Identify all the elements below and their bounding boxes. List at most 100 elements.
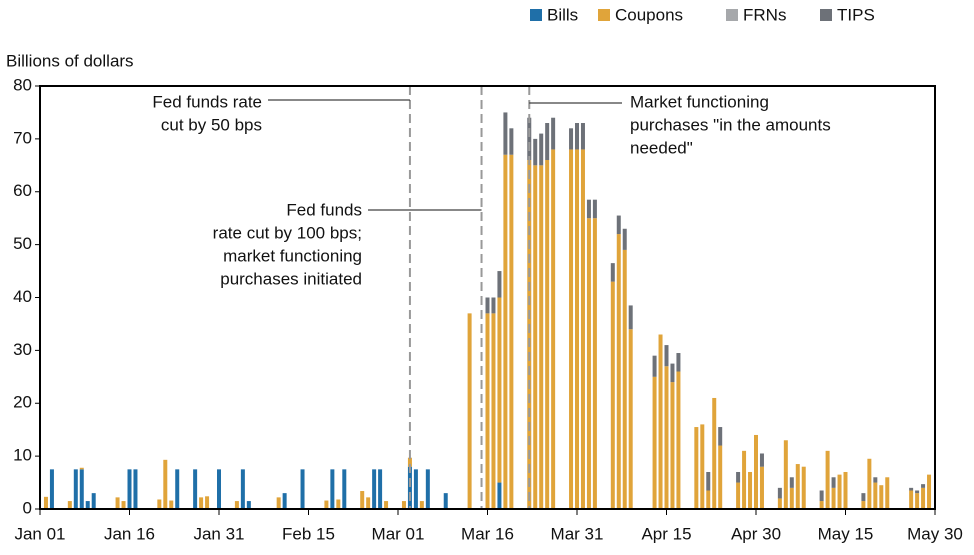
y-tick-label: 0 — [23, 498, 32, 517]
bar-segment — [545, 123, 550, 161]
bar-segment — [342, 469, 347, 509]
bar-segment — [921, 487, 926, 509]
bar-segment — [246, 501, 251, 509]
x-tick-label: Mar 01 — [372, 524, 425, 543]
bar-segment — [509, 154, 514, 510]
bar-segment — [712, 397, 717, 509]
bar-segment — [706, 471, 711, 491]
annotation-text: Market functioning — [630, 92, 769, 111]
bar-segment — [837, 474, 842, 509]
bar-segment — [586, 199, 591, 219]
x-tick-label: Jan 01 — [14, 524, 65, 543]
annotation-text: cut by 50 bps — [161, 115, 262, 134]
bar-segment — [676, 371, 681, 509]
bar-segment — [777, 498, 782, 509]
legend-label: FRNs — [743, 5, 786, 24]
bar-segment — [485, 297, 490, 314]
bar-segment — [133, 469, 138, 509]
bar-segment — [622, 249, 627, 509]
bar-segment — [759, 453, 764, 467]
bar-segment — [592, 199, 597, 219]
bar-segment — [425, 469, 430, 509]
bar-segment — [580, 149, 585, 509]
bar-segment — [163, 459, 168, 509]
bar-segment — [831, 487, 836, 509]
y-tick-label: 40 — [13, 287, 32, 306]
annotation-text: Fed funds rate — [152, 92, 262, 111]
bar-segment — [330, 469, 335, 509]
bar-segment — [157, 499, 162, 509]
bar-segment — [652, 355, 657, 377]
x-tick-label: Jan 16 — [104, 524, 155, 543]
bar-segment — [85, 501, 90, 509]
bar-segment — [569, 149, 574, 509]
bar-segment — [43, 496, 48, 509]
bar-segment — [366, 497, 371, 509]
bar-segment — [915, 490, 920, 494]
bar-segment — [73, 469, 78, 509]
bar-segment — [927, 474, 932, 509]
bar-segment — [509, 128, 514, 155]
bar-segment — [485, 313, 490, 509]
y-tick-label: 80 — [13, 75, 32, 94]
x-tick-label: Mar 16 — [461, 524, 514, 543]
bar-segment — [300, 469, 305, 509]
bar-segment — [533, 138, 538, 166]
legend-label: Bills — [547, 5, 578, 24]
bar-segment — [742, 450, 747, 509]
bar-segment — [909, 490, 914, 509]
bar-segment — [783, 440, 788, 509]
legend-label: TIPS — [837, 5, 875, 24]
plot-frame — [39, 85, 936, 510]
y-tick-label: 30 — [13, 340, 32, 359]
x-tick-label: May 30 — [907, 524, 963, 543]
y-axis-label: Billions of dollars — [6, 51, 134, 70]
y-tick-label: 60 — [13, 181, 32, 200]
bar-segment — [819, 501, 824, 509]
bar-segment — [193, 469, 198, 509]
bar-segment — [539, 165, 544, 509]
x-tick-label: Jan 31 — [193, 524, 244, 543]
bar-segment — [372, 469, 377, 509]
bar-segment — [378, 469, 383, 509]
bar-segment — [527, 160, 532, 509]
bar-segment — [622, 228, 627, 250]
bar-segment — [491, 297, 496, 314]
bar-segment — [885, 477, 890, 509]
bar-segment — [616, 215, 621, 235]
bar-segment — [282, 493, 287, 509]
bar-segment — [754, 434, 758, 509]
bar-segment — [503, 112, 508, 155]
bar-segment — [91, 493, 96, 509]
bar-segment — [205, 496, 210, 509]
bar-segment — [706, 490, 711, 509]
bar-segment — [789, 487, 794, 509]
x-tick-label: May 15 — [818, 524, 874, 543]
bar-segment — [503, 154, 508, 510]
annotation-text: market functioning — [223, 246, 362, 265]
bar-segment — [497, 482, 502, 509]
bar-segment — [909, 487, 914, 491]
bar-segment — [843, 471, 848, 509]
bar-segment — [867, 458, 872, 509]
x-tick-label: Apr 30 — [731, 524, 781, 543]
bar-segment — [467, 313, 472, 509]
bar-segment — [413, 469, 418, 509]
bar-segment — [795, 464, 800, 509]
bar-segment — [736, 482, 741, 509]
annotation-text: rate cut by 100 bps; — [213, 223, 362, 242]
bar-segment — [336, 499, 341, 509]
bar-segment — [127, 469, 132, 509]
bar-segment — [819, 490, 824, 502]
bar-segment — [419, 501, 424, 509]
bar-segment — [718, 445, 723, 509]
bar-segment — [384, 501, 389, 509]
bar-segment — [586, 218, 591, 509]
bar-segment — [580, 123, 585, 150]
bar-segment — [921, 484, 926, 488]
bar-segment — [575, 123, 579, 150]
bar-segment — [407, 457, 412, 467]
bar-segment — [217, 469, 221, 509]
bar-segment — [670, 363, 675, 383]
